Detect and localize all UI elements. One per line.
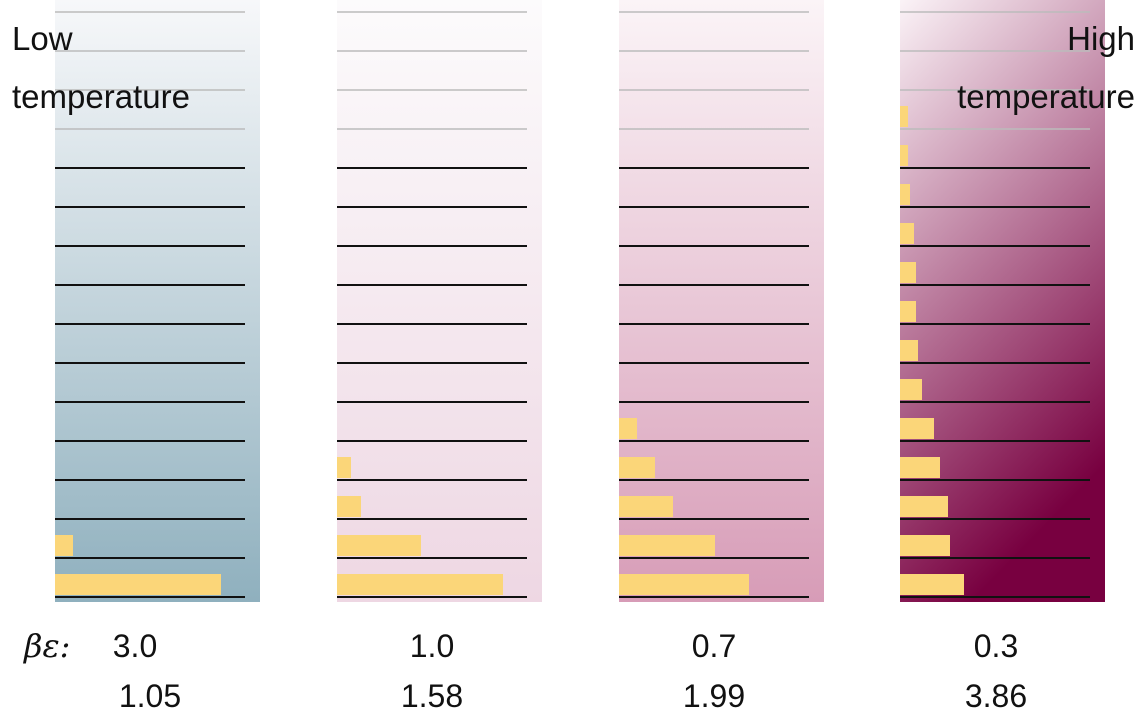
panel-4-population-bar-2 [900,496,948,517]
panel-2-background [337,0,542,602]
panel-4 [900,0,1105,602]
panel-2-population-bar-1 [337,535,421,556]
high-temperature-label-line2: temperature [957,78,1135,115]
panel-2-beta-epsilon: 1.0 [409,628,455,664]
panel-3-population-bar-3 [619,457,655,478]
panel-2-population-bar-0 [337,574,503,595]
panel-3-population-bar-0 [619,574,749,595]
panel-4-population-bar-3 [900,457,940,478]
panel-3-population-bar-2 [619,496,673,517]
panel-3-population-bar-4 [619,418,637,439]
low-temperature-label-line1: Low [12,20,73,57]
panel-4-population-bar-0 [900,574,964,595]
panel-3-population-bar-1 [619,535,715,556]
panel-2 [337,0,542,602]
panel-1 [55,0,260,602]
panel-1-beta-epsilon: 3.0 [112,628,158,664]
panel-4-beta-epsilon: 0.3 [973,628,1019,664]
panel-1-background [55,0,260,602]
panel-4-population-bar-11 [900,145,908,166]
panel-1-partition-value: 1.05 [118,678,182,714]
panel-4-population-bar-6 [900,340,918,361]
panel-1-population-bar-0 [55,574,221,595]
panel-4-population-bar-7 [900,301,916,322]
panel-4-population-bar-1 [900,535,950,556]
panel-4-population-bar-8 [900,262,916,283]
panel-3-beta-epsilon: 0.7 [691,628,737,664]
panel-3 [619,0,824,602]
panel-4-partition-value: 3.86 [964,678,1028,714]
panel-1-population-bar-1 [55,535,73,556]
high-temperature-label-line1: High [1067,20,1135,57]
panel-4-population-bar-10 [900,184,910,205]
panel-4-population-bar-5 [900,379,922,400]
beta-epsilon-symbol: βε: [24,627,71,665]
panel-2-population-bar-3 [337,457,351,478]
panel-4-population-bar-12 [900,106,908,127]
panel-3-partition-value: 1.99 [682,678,746,714]
panel-2-partition-value: 1.58 [400,678,464,714]
panel-4-population-bar-9 [900,223,914,244]
panel-2-population-bar-2 [337,496,361,517]
low-temperature-label-line2: temperature [12,78,190,115]
panel-4-population-bar-4 [900,418,934,439]
